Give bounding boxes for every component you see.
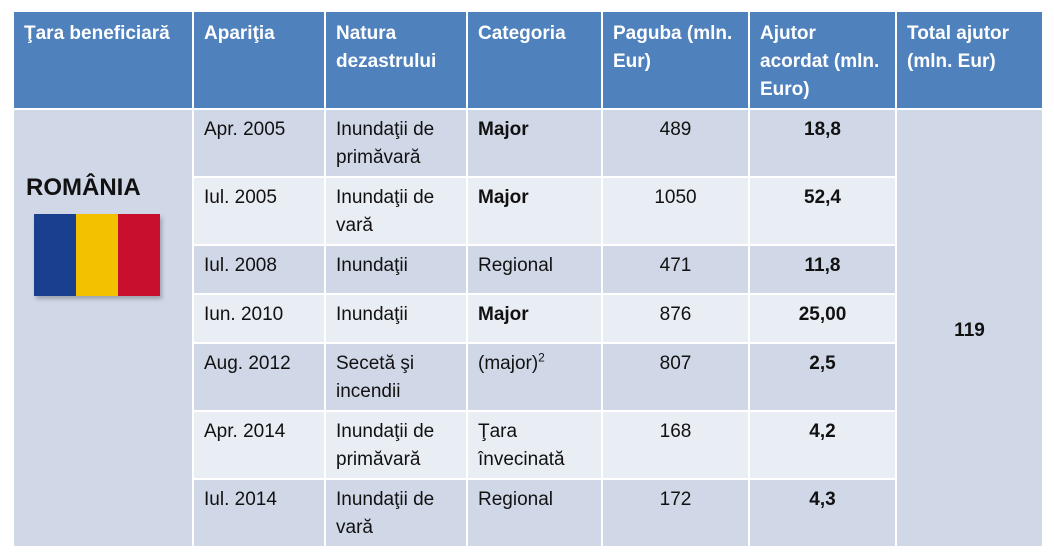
date-cell: Iul. 2005 — [192, 176, 326, 246]
date-cell: Aug. 2012 — [192, 342, 326, 412]
table-row: Iul. 2014 Inundaţii de vară Regional 172 4,3 — [13, 478, 1043, 548]
table-row: Aug. 2012 Secetă şi incendii (major)2 807 2,… — [13, 342, 1043, 412]
category-cell: Regional — [466, 478, 603, 548]
date-cell: Iul. 2014 — [192, 478, 326, 548]
header-country: Ţara beneficiară — [12, 10, 194, 110]
header-total: Total ajutor (mln. Eur) — [895, 10, 1044, 110]
date-cell: Apr. 2005 — [192, 108, 326, 178]
nature-cell: Inundaţii de vară — [324, 176, 468, 246]
header-nature: Natura dezastrului — [324, 10, 468, 110]
table-row: Iul. 2008 Inundaţii Regional 471 11,8 — [13, 244, 1043, 295]
category-cell: Ţara învecinată — [466, 410, 603, 480]
aid-cell: 25,00 — [748, 293, 897, 344]
damage-cell: 471 — [601, 244, 750, 295]
category-label: (major) — [478, 353, 539, 374]
nature-cell: Inundaţii de primăvară — [324, 108, 468, 178]
aid-cell: 4,2 — [748, 410, 897, 480]
aid-cell: 11,8 — [748, 244, 897, 295]
category-label: Regional — [478, 489, 553, 510]
nature-cell: Inundaţii — [324, 244, 468, 295]
flag-stripe-blue — [34, 214, 76, 296]
flag-stripe-yellow — [76, 214, 118, 296]
table-row: Iul. 2005 Inundaţii de vară Major 1050 52,4 — [13, 176, 1043, 246]
flag-stripe-red — [118, 214, 160, 296]
table-row: ROMÂNIA Apr. 2005 Inundaţii de primăvară Ma… — [12, 108, 1044, 548]
footnote-marker: 2 — [538, 350, 545, 365]
table-body: ROMÂNIA Apr. 2005 Inundaţii de primăvară Ma… — [12, 108, 1044, 548]
nature-cell: Inundaţii — [324, 293, 468, 344]
category-cell: Regional — [466, 244, 603, 295]
nature-cell: Inundaţii de primăvară — [324, 410, 468, 480]
date-cell: Apr. 2014 — [192, 410, 326, 480]
category-label: Major — [478, 119, 529, 140]
date-cell: Iul. 2008 — [192, 244, 326, 295]
damage-cell: 168 — [601, 410, 750, 480]
category-cell: (major)2 — [466, 342, 603, 412]
date-cell: Iun. 2010 — [192, 293, 326, 344]
category-label: Major — [478, 187, 529, 208]
header-aid: Ajutor acordat (mln. Euro) — [748, 10, 897, 110]
damage-cell: 1050 — [601, 176, 750, 246]
aid-table: Ţara beneficiară Apariţia Natura dezastr… — [12, 10, 1044, 548]
aid-cell: 4,3 — [748, 478, 897, 548]
nature-cell: Inundaţii de vară — [324, 478, 468, 548]
table-row: Apr. 2014 Inundaţii de primăvară Ţara înve… — [13, 410, 1043, 480]
nature-cell: Secetă şi incendii — [324, 342, 468, 412]
category-cell: Major — [466, 293, 603, 344]
damage-cell: 807 — [601, 342, 750, 412]
header-category: Categoria — [466, 10, 603, 110]
romania-flag-icon — [34, 214, 160, 296]
category-cell: Major — [466, 176, 603, 246]
header-date: Apariţia — [192, 10, 326, 110]
damage-cell: 172 — [601, 478, 750, 548]
damage-cell: 876 — [601, 293, 750, 344]
aid-cell: 52,4 — [748, 176, 897, 246]
table-row: Iun. 2010 Inundaţii Major 876 25,00 — [13, 293, 1043, 344]
header-row: Ţara beneficiară Apariţia Natura dezastr… — [12, 10, 1044, 110]
aid-cell: 2,5 — [748, 342, 897, 412]
category-cell: Major — [466, 108, 603, 178]
total-cell: 119 — [895, 108, 1044, 548]
aid-cell: 18,8 — [748, 108, 897, 178]
category-label: Major — [478, 304, 529, 325]
category-label: Regional — [478, 255, 553, 276]
header-damage: Paguba (mln. Eur) — [601, 10, 750, 110]
category-label: Ţara învecinată — [478, 421, 565, 470]
country-name: ROMÂNIA — [26, 174, 141, 201]
country-cell: ROMÂNIA — [12, 108, 194, 548]
damage-cell: 489 — [601, 108, 750, 178]
